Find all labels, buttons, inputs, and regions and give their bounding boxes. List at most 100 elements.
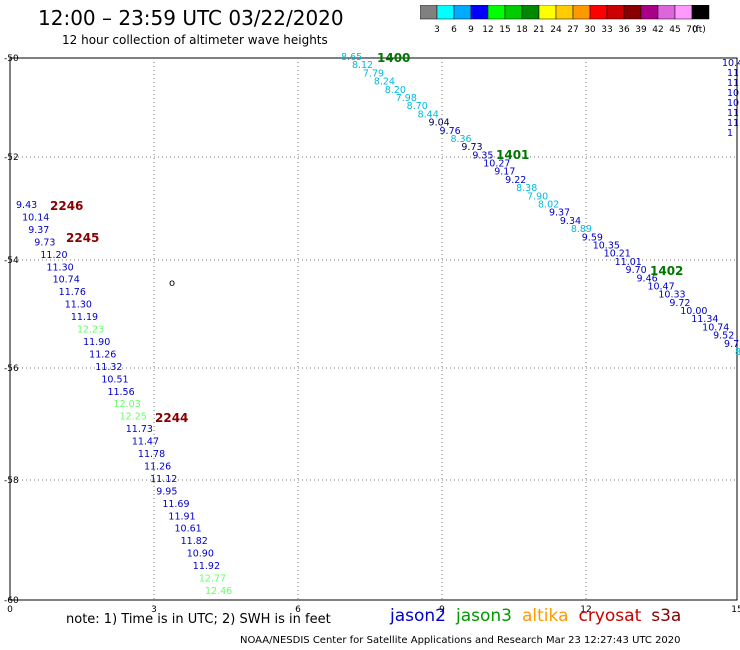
swh-observation: 11.91 [168, 511, 195, 522]
swh-observation: 12.77 [199, 574, 226, 585]
swh-observation: 8.12 [352, 60, 373, 71]
swh-observation: 11.56 [107, 387, 134, 398]
x-tick-label: 12 [580, 605, 591, 615]
swh-observation: 11.73 [126, 424, 153, 435]
swh-observation: 9.22 [505, 175, 526, 186]
swh-observation: 9.72 [669, 298, 690, 309]
swh-observation: 8.36 [450, 134, 471, 145]
swh-observation: 10.00 [680, 306, 707, 317]
swh-observation: 9.04 [429, 118, 450, 129]
colorbar-label: 33 [601, 25, 612, 35]
swh-observation: 8.89 [571, 224, 592, 235]
swh-observation: 9.70 [626, 265, 647, 276]
swh-observation: 9.37 [549, 208, 570, 219]
swh-observation: 9.43 [16, 200, 37, 211]
swh-observation: 8.02 [538, 200, 559, 211]
swh-observation: 12.23 [77, 325, 104, 336]
swh-observation: 11.32 [95, 362, 122, 373]
orbit-number-label: 2245 [66, 231, 99, 245]
colorbar-label: 12 [482, 25, 493, 35]
legend-altika: altika [522, 606, 569, 626]
legend-jason3: jason3 [456, 606, 512, 626]
swh-observation: 8.20 [385, 85, 406, 96]
island-marker: o [169, 278, 175, 289]
swh-observation: 9.59 [582, 232, 603, 243]
swh-observation: 11.47 [132, 437, 159, 448]
swh-observation: 9.76 [440, 126, 461, 137]
swh-observation: 11.69 [162, 499, 189, 510]
swh-observation: 8.65 [341, 52, 362, 63]
x-tick-label: 3 [151, 605, 157, 615]
swh-observation: 8.70 [407, 101, 428, 112]
swh-observation: 10 [727, 88, 739, 99]
orbit-number-label: 1400 [377, 51, 410, 65]
swh-colorbar: 3 6 9 12 15 18 21 24 27 30 33 36 39 42 45 70(ft) [420, 5, 710, 35]
colorbar-label: 6 [451, 25, 457, 35]
swh-observation: 10.74 [702, 322, 729, 333]
swh-observation: 7.98 [396, 93, 417, 104]
swh-observation: 11.92 [193, 561, 220, 572]
swh-observation: 10.21 [604, 249, 631, 260]
swh-observation: 10.27 [483, 159, 510, 170]
colorbar-label: 36 [618, 25, 630, 35]
colorbar-swatch [691, 5, 710, 20]
colorbar-label: 15 [499, 25, 510, 35]
colorbar-label: 18 [516, 25, 528, 35]
swh-observation: 10.47 [647, 281, 674, 292]
swh-observation: 11.01 [615, 257, 642, 268]
swh-observation: 10.51 [101, 374, 128, 385]
swh-observation: 11 [727, 118, 739, 129]
swh-observation: 11.78 [138, 449, 165, 460]
swh-observation: 11.82 [181, 536, 208, 547]
swh-observation: 12.25 [120, 412, 147, 423]
swh-observation: 11.20 [40, 250, 67, 261]
colorbar-label: 3 [434, 25, 440, 35]
orbit-number-label: 2244 [155, 411, 188, 425]
colorbar-label: 21 [533, 25, 544, 35]
swh-observation: 11.34 [691, 314, 718, 325]
colorbar-unit: (ft) [692, 25, 706, 35]
legend-jason2: jason2 [390, 606, 446, 626]
swh-observation: 8.44 [418, 109, 439, 120]
swh-observation: 8 [735, 347, 740, 358]
swh-observation: 11.76 [59, 287, 86, 298]
swh-observation: 11 [727, 78, 739, 89]
legend-cryosat: cryosat [578, 606, 642, 626]
swh-observation: 11.19 [71, 312, 98, 323]
swh-observation: 10.33 [658, 290, 685, 301]
x-tick-label: 15 [731, 605, 740, 615]
satellite-legend: jason2 jason3 altika cryosat s3a [390, 606, 691, 626]
colorbar-label: 42 [652, 25, 663, 35]
y-tick-label: -52 [4, 153, 19, 163]
swh-observation: 9.17 [494, 167, 515, 178]
swh-observation: 9.73 [34, 237, 55, 248]
x-tick-label: 9 [439, 605, 445, 615]
swh-observation: 11 [727, 108, 739, 119]
colorbar-label: 24 [550, 25, 562, 35]
swh-observation: 12.03 [114, 399, 141, 410]
swh-observation: 9.35 [472, 150, 493, 161]
swh-observation: 9.37 [28, 225, 49, 236]
y-tick-label: -54 [4, 256, 19, 266]
swh-observation: 9.7 [724, 339, 739, 350]
swh-observation: 10.90 [187, 549, 214, 560]
colorbar-label: 39 [635, 25, 647, 35]
swh-observation: 9.46 [637, 273, 658, 284]
map-title: 12:00 – 23:59 UTC 03/22/2020 [38, 6, 344, 30]
swh-observation: 11.30 [65, 300, 92, 311]
swh-observation: 9.73 [461, 142, 482, 153]
swh-observation: 9.95 [156, 486, 177, 497]
swh-observation: 11.30 [46, 262, 73, 273]
orbit-number-label: 1401 [496, 148, 529, 162]
credit-line: NOAA/NESDIS Center for Satellite Applica… [240, 635, 681, 646]
orbit-number-label: 2246 [50, 199, 83, 213]
units-note: note: 1) Time is in UTC; 2) SWH is in fe… [66, 612, 331, 627]
swh-observation: 9.52 [713, 331, 734, 342]
x-tick-label: 6 [295, 605, 301, 615]
swh-observation: 8.38 [516, 183, 537, 194]
colorbar-label: 30 [584, 25, 596, 35]
swh-observation: 10.4 [722, 58, 740, 69]
swh-observation: 11.26 [89, 349, 116, 360]
y-tick-label: -50 [4, 54, 19, 64]
